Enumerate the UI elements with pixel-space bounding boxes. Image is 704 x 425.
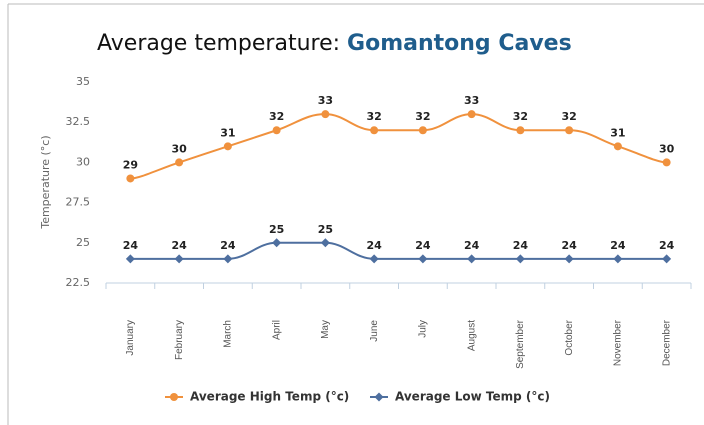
x-tick-label: October [564,319,575,355]
data-label: 29 [123,158,138,171]
data-label: 24 [171,239,187,252]
point [174,254,184,264]
point [125,254,135,264]
data-label: 24 [561,239,577,252]
point [369,254,379,264]
x-tick-label: December [661,319,672,366]
data-label: 33 [318,94,333,107]
data-label: 25 [318,223,333,236]
data-label: 24 [366,239,382,252]
x-tick-label: June [369,320,380,342]
legend-marker [170,393,178,401]
point [662,158,671,167]
data-label: 25 [269,223,284,236]
legend-label: Average High Temp (°c) [190,390,349,404]
point [662,254,672,264]
point [223,254,233,264]
data-label: 32 [366,110,381,123]
legend-marker [374,392,384,402]
x-tick-label: September [515,319,526,369]
data-label: 24 [220,239,236,252]
data-label: 33 [464,94,479,107]
point [467,254,477,264]
data-label: 30 [659,142,675,155]
title-highlight: Gomantong Caves [347,31,572,56]
y-axis-label: Temperature (°c) [39,135,52,229]
data-label: 31 [610,126,625,139]
point [126,174,135,183]
point [321,110,330,119]
point [516,126,525,135]
x-tick-label: July [418,320,429,338]
point [175,158,184,167]
chart-title: Average temperature: Gomantong Caves [97,31,572,56]
y-tick-label: 27.5 [66,196,91,209]
series-line [130,241,667,260]
y-tick-label: 22.5 [66,276,91,289]
point [613,254,623,264]
data-label: 32 [415,110,430,123]
data-label: 24 [415,239,431,252]
point [565,126,574,135]
point [418,254,428,264]
data-label: 24 [513,239,529,252]
legend-label: Average Low Temp (°c) [395,390,550,404]
y-tick-label: 32.5 [66,115,91,128]
y-tick-label: 35 [76,75,90,88]
y-tick-label: 30 [76,155,90,168]
point [467,110,476,119]
data-label: 32 [269,110,284,123]
data-label: 32 [561,110,576,123]
x-tick-label: January [125,320,136,356]
x-tick-label: March [223,320,234,348]
point [515,254,525,264]
point [370,126,379,135]
series-line [130,113,667,180]
point [272,126,281,135]
data-label: 30 [171,142,187,155]
point [272,238,282,248]
data-label: 31 [220,126,235,139]
point [613,142,622,151]
point [564,254,574,264]
point [418,126,427,135]
data-label: 24 [659,239,675,252]
point [320,238,330,248]
data-label: 24 [464,239,480,252]
data-label: 32 [513,110,528,123]
x-tick-label: February [174,320,185,360]
y-tick-label: 25 [76,236,90,249]
x-tick-label: May [320,320,331,339]
title-text: Average temperature: [97,31,347,56]
x-tick-label: August [466,320,477,351]
point [223,142,232,151]
x-tick-label: November [613,319,624,366]
x-tick-label: April [271,320,282,340]
data-label: 24 [610,239,626,252]
data-label: 24 [123,239,139,252]
